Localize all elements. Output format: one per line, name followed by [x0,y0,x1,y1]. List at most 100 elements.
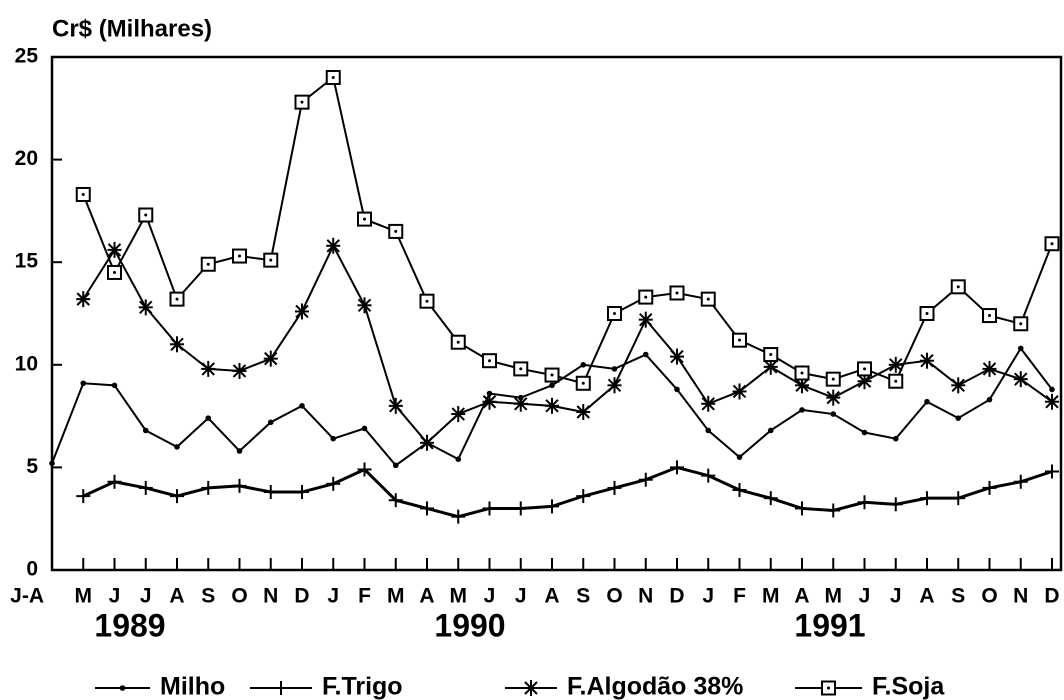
marker [111,382,118,389]
marker [170,336,184,353]
legend-label: F.Soja [872,673,945,700]
marker-center [738,338,741,342]
marker-stroke [170,337,184,351]
marker-center [827,686,830,690]
marker-center [175,297,179,301]
marker [767,427,774,434]
marker [263,252,279,268]
marker [201,480,216,495]
x-tick-label: F [358,585,371,608]
marker-center [956,285,960,289]
marker [450,334,466,350]
marker [325,70,341,86]
year-label: 1990 [434,607,505,643]
marker [642,351,649,358]
marker-center [831,377,835,381]
series-line [82,465,1053,519]
marker [232,362,247,379]
marker-center [394,229,398,233]
x-tick-label: J [890,585,902,608]
marker [821,680,836,696]
marker [1013,371,1028,388]
marker-center [425,299,429,303]
marker-stroke [107,243,122,257]
marker-dot [611,366,618,372]
x-tick-label: O [606,585,622,608]
x-tick-label: J [140,585,152,608]
marker [388,223,404,239]
x-tick-label: O [231,585,247,608]
marker [138,207,154,223]
x-tick-label: J [702,585,714,608]
marker [1017,345,1024,352]
marker-stroke [920,353,934,368]
marker [826,503,841,518]
marker-center [925,312,929,315]
marker [274,681,288,695]
marker [545,499,559,514]
marker-center [769,353,773,357]
marker-dot [986,396,993,403]
marker [513,361,529,377]
marker-center [81,192,85,196]
marker [524,680,538,696]
x-tick-label: J [484,585,496,608]
x-tick-label: S [951,585,965,608]
marker [920,491,934,506]
marker [736,454,743,460]
marker [76,291,91,308]
marker-center [706,297,710,301]
x-tick-label: N [1013,585,1028,608]
x-tick-label: M [450,585,468,608]
marker [920,352,934,369]
marker [169,291,185,307]
marker-dot [455,456,462,462]
marker [1044,236,1060,252]
marker-stroke [232,364,247,378]
marker-stroke [857,374,872,388]
marker [201,360,216,377]
marker [888,497,903,512]
legend-label: F.Trigo [322,673,403,700]
marker [420,501,434,516]
marker [107,264,122,280]
marker [1045,393,1059,410]
marker [955,415,962,421]
marker-dot [486,390,493,397]
marker-center [331,76,335,80]
marker-dot [392,462,399,469]
marker-center [1050,242,1054,246]
marker-dot [642,351,649,358]
series-line [82,243,1053,445]
marker [295,485,309,500]
marker [392,462,399,469]
marker-stroke [1045,395,1059,409]
marker [80,380,87,387]
marker-dot [111,382,118,389]
marker [1013,316,1029,332]
marker [138,299,153,316]
marker [580,362,587,368]
marker-dot [861,429,868,436]
marker-dot [892,435,899,442]
marker-dot [330,435,337,442]
marker [142,427,149,434]
marker-stroke [951,378,965,393]
marker [982,480,997,495]
marker [451,509,466,524]
x-tick-label: J [515,585,527,608]
marker [674,386,680,393]
marker [357,297,372,314]
marker [513,501,528,516]
marker [174,444,180,450]
marker-stroke [670,349,684,364]
marker [670,348,684,365]
marker [76,489,91,504]
marker [700,291,716,307]
marker-dot [267,419,274,426]
y-tick-label: 5 [26,455,38,478]
marker-center [269,258,273,262]
marker [545,397,559,414]
x-tick-label: M [387,585,405,608]
marker [575,375,591,391]
